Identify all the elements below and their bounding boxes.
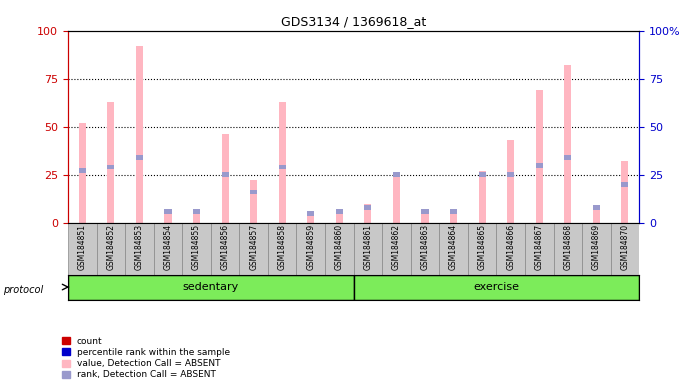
Bar bbox=[336, 209, 343, 223]
Bar bbox=[154, 223, 182, 275]
Bar bbox=[382, 223, 411, 275]
Bar bbox=[593, 205, 600, 210]
Text: GSM184859: GSM184859 bbox=[306, 224, 316, 270]
Bar bbox=[279, 102, 286, 223]
Bar bbox=[507, 172, 514, 177]
Text: GSM184854: GSM184854 bbox=[163, 224, 173, 270]
Bar bbox=[507, 140, 514, 223]
Bar bbox=[496, 223, 525, 275]
Bar bbox=[536, 90, 543, 223]
Text: GSM184857: GSM184857 bbox=[249, 224, 258, 270]
Bar bbox=[136, 155, 143, 160]
Bar bbox=[479, 172, 486, 177]
Bar bbox=[422, 209, 428, 214]
Bar bbox=[79, 169, 86, 173]
Bar bbox=[125, 223, 154, 275]
Bar bbox=[393, 173, 400, 223]
Bar bbox=[564, 65, 571, 223]
Bar bbox=[536, 163, 543, 167]
Text: sedentary: sedentary bbox=[183, 282, 239, 292]
Text: GSM184856: GSM184856 bbox=[220, 224, 230, 270]
Bar bbox=[525, 223, 554, 275]
Bar bbox=[325, 223, 354, 275]
Text: GSM184864: GSM184864 bbox=[449, 224, 458, 270]
Text: GSM184862: GSM184862 bbox=[392, 224, 401, 270]
Bar bbox=[165, 209, 171, 214]
Bar bbox=[336, 209, 343, 214]
Legend: count, percentile rank within the sample, value, Detection Call = ABSENT, rank, : count, percentile rank within the sample… bbox=[63, 337, 230, 379]
Text: GSM184866: GSM184866 bbox=[506, 224, 515, 270]
Bar bbox=[393, 172, 400, 177]
Bar bbox=[468, 223, 496, 275]
Text: GSM184861: GSM184861 bbox=[363, 224, 373, 270]
Text: GSM184860: GSM184860 bbox=[335, 224, 344, 270]
Bar bbox=[622, 182, 628, 187]
Bar bbox=[193, 209, 200, 223]
Text: GSM184851: GSM184851 bbox=[78, 224, 87, 270]
Bar bbox=[422, 209, 428, 223]
Text: GSM184863: GSM184863 bbox=[420, 224, 430, 270]
Text: GSM184868: GSM184868 bbox=[563, 224, 573, 270]
Bar bbox=[68, 275, 354, 300]
Bar bbox=[193, 209, 200, 214]
Bar bbox=[296, 223, 325, 275]
Bar bbox=[107, 102, 114, 223]
Bar bbox=[182, 223, 211, 275]
Bar bbox=[622, 161, 628, 223]
Bar bbox=[97, 223, 125, 275]
Bar bbox=[593, 209, 600, 223]
Bar bbox=[364, 205, 371, 210]
Text: GSM184867: GSM184867 bbox=[534, 224, 544, 270]
Bar bbox=[222, 172, 228, 177]
Bar bbox=[279, 165, 286, 169]
Text: protocol: protocol bbox=[3, 285, 44, 295]
Bar bbox=[564, 155, 571, 160]
Bar bbox=[411, 223, 439, 275]
Bar bbox=[354, 275, 639, 300]
Bar bbox=[79, 123, 86, 223]
Text: GSM184869: GSM184869 bbox=[592, 224, 601, 270]
Bar bbox=[307, 213, 314, 223]
Text: GSM184858: GSM184858 bbox=[277, 224, 287, 270]
Bar bbox=[268, 223, 296, 275]
Title: GDS3134 / 1369618_at: GDS3134 / 1369618_at bbox=[281, 15, 426, 28]
Text: GSM184852: GSM184852 bbox=[106, 224, 116, 270]
Bar bbox=[165, 209, 171, 223]
Bar bbox=[211, 223, 239, 275]
Text: GSM184865: GSM184865 bbox=[477, 224, 487, 270]
Bar bbox=[582, 223, 611, 275]
Bar bbox=[439, 223, 468, 275]
Text: GSM184853: GSM184853 bbox=[135, 224, 144, 270]
Bar bbox=[554, 223, 582, 275]
Bar bbox=[68, 223, 97, 275]
Bar bbox=[354, 223, 382, 275]
Bar bbox=[611, 223, 639, 275]
Text: GSM184855: GSM184855 bbox=[192, 224, 201, 270]
Bar bbox=[136, 46, 143, 223]
Bar bbox=[107, 165, 114, 169]
Bar bbox=[450, 209, 457, 223]
Bar bbox=[250, 190, 257, 194]
Bar bbox=[364, 204, 371, 223]
Bar bbox=[222, 134, 228, 223]
Bar bbox=[250, 180, 257, 223]
Text: exercise: exercise bbox=[473, 282, 520, 292]
Bar bbox=[307, 211, 314, 215]
Bar bbox=[479, 171, 486, 223]
Text: GSM184870: GSM184870 bbox=[620, 224, 630, 270]
Bar bbox=[239, 223, 268, 275]
Bar bbox=[450, 209, 457, 214]
